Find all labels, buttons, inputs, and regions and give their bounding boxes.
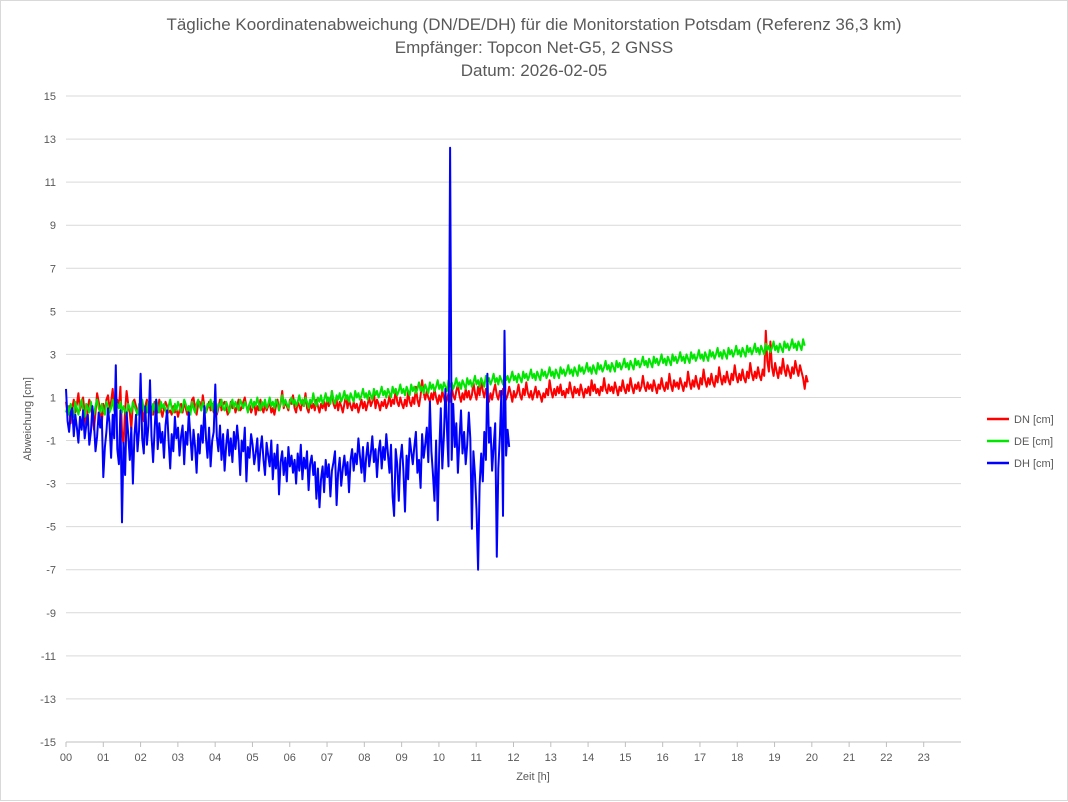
- y-tick-label: 15: [44, 91, 56, 103]
- legend: DN [cm] DE [cm] DH [cm]: [987, 414, 1054, 470]
- x-tick-label: 18: [731, 752, 743, 764]
- x-tick-label: 00: [60, 752, 72, 764]
- y-tick-label: -15: [40, 737, 56, 749]
- y-tick-label: 1: [50, 392, 56, 404]
- x-tick-label: 16: [657, 752, 669, 764]
- x-tick-label: 15: [619, 752, 631, 764]
- series-line-de: [65, 338, 806, 418]
- y-tick-label: -7: [46, 565, 56, 577]
- x-tick-label: 10: [433, 752, 445, 764]
- x-tick-label: 13: [545, 752, 557, 764]
- x-axis-ticks: 00 01 02 03 04 05 06 07 08 09 10 11 12 13 14 15 16 17 18 19…: [60, 741, 961, 764]
- y-tick-label: -5: [46, 522, 56, 534]
- x-tick-label: 09: [396, 752, 408, 764]
- y-tick-label: 7: [50, 263, 56, 275]
- x-tick-label: 03: [172, 752, 184, 764]
- x-tick-label: 02: [134, 752, 146, 764]
- x-tick-label: 06: [284, 752, 296, 764]
- x-tick-label: 23: [918, 752, 930, 764]
- series-lines: [65, 146, 809, 571]
- y-tick-label: 13: [44, 134, 56, 146]
- legend-label: DN [cm]: [1014, 414, 1054, 426]
- x-tick-label: 01: [97, 752, 109, 764]
- x-tick-label: 08: [358, 752, 370, 764]
- chart-title-line-2: Empfänger: Topcon Net-G5, 2 GNSS: [395, 38, 673, 57]
- x-tick-label: 07: [321, 752, 333, 764]
- y-tick-label: -11: [41, 651, 56, 663]
- chart-title-line-3: Datum: 2026-02-05: [461, 61, 607, 80]
- x-tick-label: 22: [880, 752, 892, 764]
- x-tick-label: 19: [768, 752, 780, 764]
- y-tick-label: -1: [46, 436, 56, 448]
- y-tick-label: 5: [50, 306, 56, 318]
- x-tick-label: 14: [582, 752, 594, 764]
- x-tick-label: 05: [246, 752, 258, 764]
- y-tick-label: 3: [50, 349, 56, 361]
- chart-title: Tägliche Koordinatenabweichung (DN/DE/DH…: [166, 15, 901, 80]
- x-tick-label: 20: [806, 752, 818, 764]
- x-tick-label: 11: [470, 752, 481, 764]
- legend-label: DE [cm]: [1014, 436, 1053, 448]
- chart-title-line-1: Tägliche Koordinatenabweichung (DN/DE/DH…: [166, 15, 901, 34]
- y-tick-label: 9: [50, 220, 56, 232]
- y-tick-label: -3: [46, 479, 56, 491]
- y-tick-label: -9: [46, 608, 56, 620]
- x-tick-label: 04: [209, 752, 221, 764]
- y-axis-ticks: 15 13 11 9 7 5 3 1 -1 -3 -5 -7 -9 -11 -13 -15: [40, 91, 56, 749]
- x-tick-label: 12: [507, 752, 519, 764]
- y-tick-label: -13: [40, 694, 56, 706]
- y-axis-title: Abweichung [cm]: [22, 377, 34, 461]
- x-tick-label: 21: [843, 752, 855, 764]
- x-axis-title: Zeit [h]: [516, 771, 550, 783]
- y-tick-label: 11: [45, 177, 56, 189]
- series-line-dh: [65, 146, 511, 571]
- x-tick-label: 17: [694, 752, 706, 764]
- gridlines: [66, 95, 961, 743]
- legend-label: DH [cm]: [1014, 458, 1054, 470]
